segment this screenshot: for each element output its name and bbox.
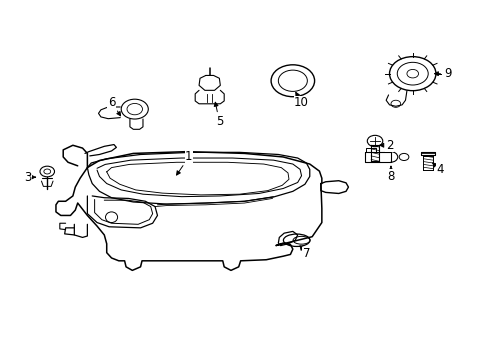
Text: 3: 3 <box>24 171 35 184</box>
Text: 4: 4 <box>432 163 443 176</box>
Text: 1: 1 <box>176 150 192 175</box>
Text: 10: 10 <box>293 92 308 109</box>
Text: 6: 6 <box>107 95 121 116</box>
Text: 5: 5 <box>214 102 223 128</box>
Text: 7: 7 <box>300 246 309 260</box>
Text: 2: 2 <box>379 139 392 152</box>
Text: 9: 9 <box>434 67 450 80</box>
Text: 8: 8 <box>386 166 394 183</box>
